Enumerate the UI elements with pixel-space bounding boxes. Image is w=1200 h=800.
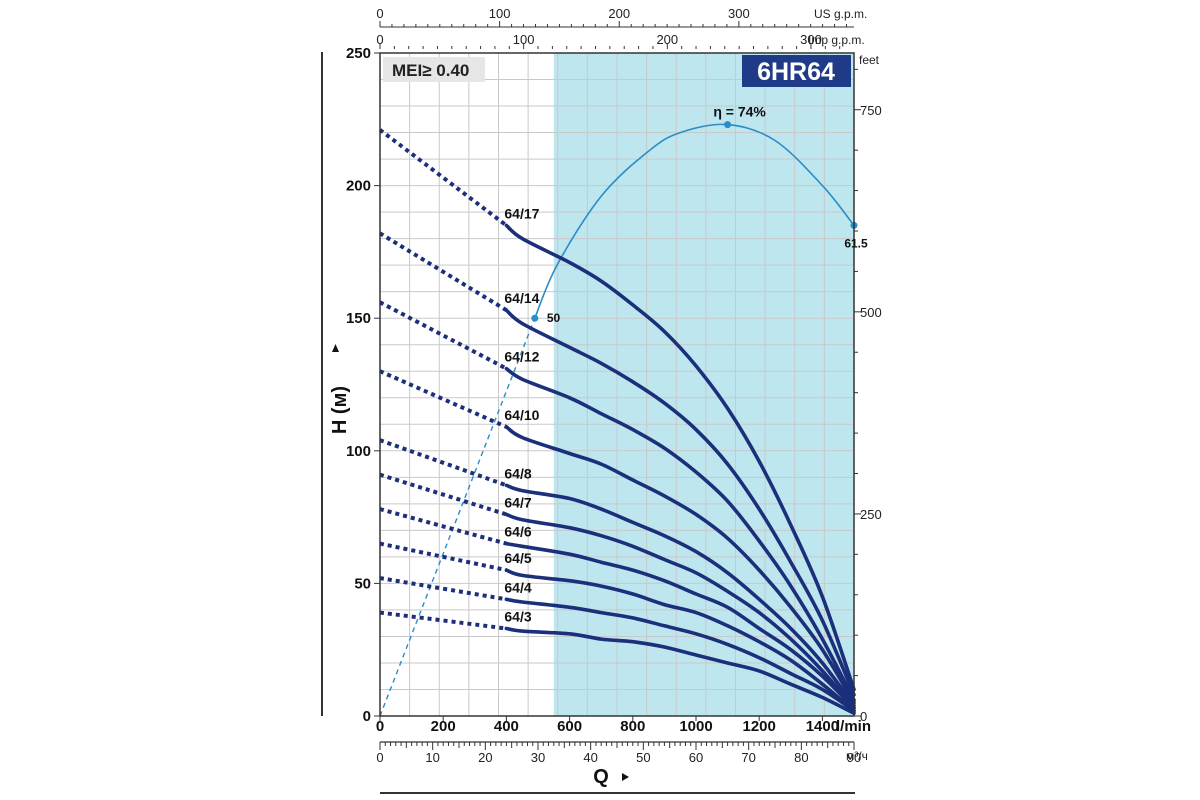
x-tick-label: 200 (431, 718, 456, 735)
m3h-tick-label: 80 (794, 750, 808, 765)
feet-tick-label: 0 (860, 709, 867, 724)
pump-curve-64-4 (504, 597, 856, 713)
plot-frame (379, 52, 855, 717)
imp-gpm-tick-label: 200 (656, 32, 678, 47)
x-tick-label: 1200 (743, 718, 776, 735)
curve-label-64-7: 64/7 (504, 494, 531, 510)
pump-curve-64-10 (504, 425, 856, 705)
us-gpm-tick-label: 300 (728, 6, 750, 21)
pump-curve-64-12 (504, 366, 856, 702)
curve-label-64-12: 64/12 (504, 349, 539, 365)
y-axis-arrow-icon (332, 344, 339, 352)
pump-curve-dashed-64-8 (379, 438, 508, 488)
feet-tick-label: 500 (860, 305, 882, 320)
feet-tick-label: 250 (860, 507, 882, 522)
m3h-tick-label: 60 (689, 750, 703, 765)
m3h-tick-label: 50 (636, 750, 650, 765)
x-tick-label: 800 (620, 718, 645, 735)
y-tick-label: 200 (346, 178, 371, 195)
x-tick-label: 600 (557, 718, 582, 735)
m3h-tick-label: 20 (478, 750, 492, 765)
curve-label-64-4: 64/4 (504, 579, 531, 595)
imp-gpm-tick-label: 100 (513, 32, 535, 47)
pump-curve-dashed-64-3 (379, 610, 507, 631)
pump-curve-64-7 (504, 512, 856, 710)
efficiency-curve (534, 123, 855, 319)
curve-label-64-14: 64/14 (504, 290, 539, 306)
y-tick-label: 50 (354, 575, 371, 592)
curve-label-64-8: 64/8 (504, 465, 531, 481)
efficiency-peak-label: η = 74% (713, 104, 766, 120)
y-tick-label: 250 (346, 45, 371, 62)
m3h-tick-label: 10 (425, 750, 439, 765)
efficiency-point-left (531, 314, 539, 322)
model-badge-label: 6HR64 (757, 58, 835, 86)
us-gpm-tick-label: 0 (376, 6, 383, 21)
mei-badge-label: MEI≥ 0.40 (392, 61, 469, 80)
pump-curve-64-6 (504, 541, 856, 710)
pump-curve-dashed-64-5 (379, 541, 507, 573)
pump-curve-dashed-64-10 (379, 369, 508, 429)
x-units-label: l/min (836, 718, 871, 735)
model-badge (742, 55, 851, 87)
imp-gpm-tick-label: 0 (376, 32, 383, 47)
pump-curve-dashed-64-7 (379, 472, 507, 517)
pump-curve-64-17 (504, 223, 856, 692)
pump-curve-dashed-64-17 (378, 128, 508, 227)
m3h-tick-label: 70 (741, 750, 755, 765)
x-tick-label: 1400 (806, 718, 839, 735)
efficiency-right-label: 61.5 (844, 236, 868, 250)
m3h-tick-label: 40 (583, 750, 597, 765)
y-tick-label: 0 (363, 708, 371, 725)
x-axis-arrow-icon (622, 773, 629, 781)
m3h-tick-label: 90 (847, 750, 861, 765)
us-gpm-tick-label: 100 (489, 6, 511, 21)
feet-tick-label: 750 (860, 103, 882, 118)
curve-label-64-10: 64/10 (504, 407, 539, 423)
curve-label-64-6: 64/6 (504, 524, 531, 540)
mei-badge (383, 57, 485, 82)
efficiency-curve-extension (379, 317, 536, 717)
efficiency-point-peak (724, 121, 732, 129)
m3h-tick-label: 0 (376, 750, 383, 765)
feet-units-label: feet (859, 53, 880, 67)
x-tick-label: 400 (494, 718, 519, 735)
curve-label-64-5: 64/5 (504, 550, 531, 566)
pump-curve-dashed-64-12 (379, 300, 508, 371)
pump-curve-64-3 (504, 626, 856, 716)
x-axis-title: Q (593, 766, 609, 788)
y-tick-label: 150 (346, 310, 371, 327)
y-axis-title: H (м) (329, 386, 351, 434)
us-gpm-tick-label: 200 (608, 6, 630, 21)
us-gpm-units-label: US g.p.m. (814, 7, 867, 21)
m3h-tick-label: 30 (531, 750, 545, 765)
imp-gpm-units-label: Imp g.p.m. (808, 33, 865, 47)
imp-gpm-tick-label: 300 (800, 32, 822, 47)
m3h-units-label: м³/ч (846, 749, 868, 763)
pump-curve-dashed-64-14 (378, 231, 508, 312)
pump-curve-dashed-64-6 (379, 507, 507, 546)
pump-curve-64-14 (504, 308, 856, 697)
pump-curve-64-5 (504, 568, 856, 713)
y-tick-label: 100 (346, 443, 371, 460)
pump-curve-64-8 (504, 483, 856, 708)
curve-label-64-3: 64/3 (504, 608, 531, 624)
x-tick-label: 1000 (679, 718, 712, 735)
pump-curve-dashed-64-4 (379, 576, 507, 602)
efficiency-left-label: 50 (547, 311, 561, 325)
curve-label-64-17: 64/17 (504, 205, 539, 221)
x-tick-label: 0 (376, 718, 384, 735)
